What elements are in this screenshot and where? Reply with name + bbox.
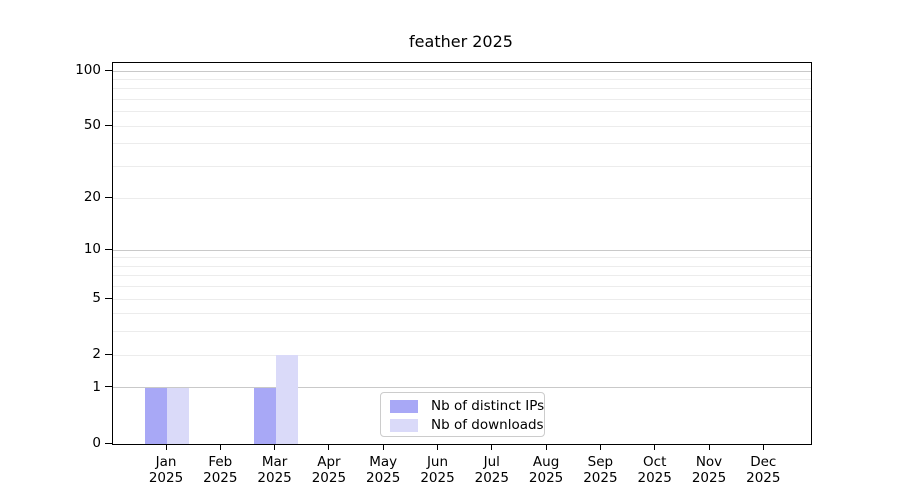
y-tick-label: 20 xyxy=(83,189,101,205)
y-tick-label: 1 xyxy=(92,378,101,395)
bar-downloads xyxy=(275,355,298,444)
x-tick-label: Jan 2025 xyxy=(148,454,184,486)
legend-label-distinct-ips: Nb of distinct IPs xyxy=(431,398,545,414)
x-tick-label: Mar 2025 xyxy=(257,454,292,486)
x-tick-mark xyxy=(328,444,330,450)
x-tick-mark xyxy=(219,444,221,450)
y-tick-label: 10 xyxy=(83,241,101,258)
x-tick-mark xyxy=(165,444,167,450)
y-tick-label: 2 xyxy=(92,346,101,363)
bar-downloads xyxy=(167,387,189,444)
y-tick-mark xyxy=(105,353,112,355)
legend-entry-distinct-ips: Nb of distinct IPs xyxy=(390,397,544,416)
minor-gridline xyxy=(113,331,811,333)
x-tick-mark xyxy=(599,444,601,450)
minor-gridline xyxy=(113,197,811,199)
minor-gridline xyxy=(113,286,811,288)
minor-gridline xyxy=(113,79,811,81)
major-gridline xyxy=(113,70,811,72)
chart-title: feather 2025 xyxy=(409,32,513,51)
minor-gridline xyxy=(113,313,811,315)
x-tick-mark xyxy=(382,444,384,450)
minor-gridline xyxy=(113,298,811,300)
x-tick-mark xyxy=(708,444,710,450)
y-tick-label: 5 xyxy=(92,290,101,307)
minor-gridline xyxy=(113,257,811,259)
minor-gridline xyxy=(113,143,811,145)
y-tick-mark xyxy=(105,386,112,388)
minor-gridline xyxy=(113,265,811,267)
legend-swatch-downloads xyxy=(390,419,418,432)
legend-swatch-distinct-ips xyxy=(390,400,418,413)
minor-gridline xyxy=(113,99,811,101)
y-tick-mark xyxy=(105,248,112,250)
x-tick-label: Jun 2025 xyxy=(420,454,455,486)
x-tick-label: Dec 2025 xyxy=(746,454,781,486)
minor-gridline xyxy=(113,354,811,356)
bar-distinct-ips xyxy=(145,387,167,444)
x-tick-mark xyxy=(491,444,493,450)
y-tick-mark xyxy=(105,196,112,198)
x-tick-mark xyxy=(545,444,547,450)
x-tick-label: Nov 2025 xyxy=(691,454,727,486)
x-tick-label: Aug 2025 xyxy=(528,454,564,486)
y-tick-mark xyxy=(105,69,112,71)
x-tick-label: Sep 2025 xyxy=(583,454,618,486)
major-gridline xyxy=(113,249,811,251)
x-tick-label: May 2025 xyxy=(366,454,401,486)
x-tick-mark xyxy=(437,444,438,450)
x-tick-label: Oct 2025 xyxy=(637,454,672,486)
x-tick-mark xyxy=(762,444,764,450)
y-tick-label: 50 xyxy=(83,117,101,134)
minor-gridline xyxy=(113,166,811,168)
x-tick-label: Feb 2025 xyxy=(203,454,238,486)
y-tick-mark xyxy=(105,124,112,126)
bar-distinct-ips xyxy=(253,387,276,444)
y-tick-mark xyxy=(105,442,112,444)
minor-gridline xyxy=(113,111,811,113)
minor-gridline xyxy=(113,88,811,90)
x-tick-mark xyxy=(654,444,656,450)
x-tick-mark xyxy=(274,444,276,450)
major-gridline xyxy=(113,387,811,389)
minor-gridline xyxy=(113,125,811,127)
plot-area xyxy=(112,62,812,445)
legend-label-downloads: Nb of downloads xyxy=(431,417,544,433)
x-tick-label: Apr 2025 xyxy=(311,454,347,486)
y-tick-label: 100 xyxy=(75,62,101,79)
legend: Nb of distinct IPs Nb of downloads xyxy=(380,392,545,437)
y-tick-label: 0 xyxy=(92,435,101,451)
minor-gridline xyxy=(113,275,811,277)
legend-entry-downloads: Nb of downloads xyxy=(390,416,544,435)
y-tick-mark xyxy=(105,297,112,299)
x-tick-label: Jul 2025 xyxy=(474,454,509,486)
